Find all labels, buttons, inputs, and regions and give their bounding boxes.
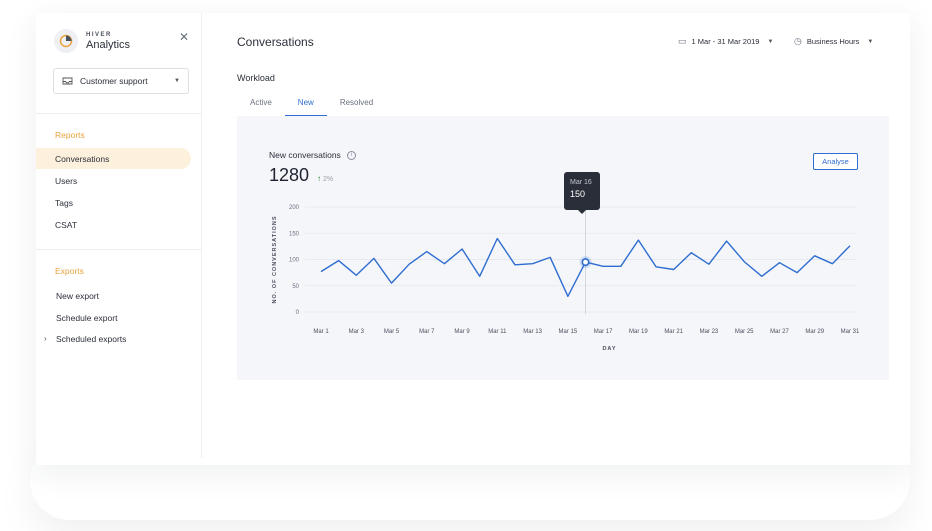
tab-active[interactable]: Active (250, 98, 272, 107)
divider (36, 113, 202, 114)
y-tick-label: 200 (289, 205, 300, 211)
sidebar-item-scheduled-exports[interactable]: › Scheduled exports (36, 328, 191, 349)
calendar-icon: ▭ (678, 36, 687, 46)
x-tick-label: Mar 7 (419, 329, 435, 335)
line-chart: 0 50 100 150 200 NO. OF CONVERSATIONS Mar 1 Mar… (272, 205, 860, 352)
y-tick-label: 150 (289, 231, 300, 237)
tooltip-value: 150 (570, 189, 586, 199)
chevron-down-icon: ▼ (867, 38, 874, 45)
panel-title: New conversations i (269, 150, 356, 160)
y-axis-label: NO. OF CONVERSATIONS (272, 215, 278, 303)
x-tick-label: Mar 29 (805, 329, 824, 335)
inbox-select[interactable]: Customer support ▼ (53, 68, 189, 94)
panel-title-label: New conversations (269, 150, 341, 160)
x-tick-label: Mar 25 (735, 329, 754, 335)
date-range-filter[interactable]: ▭ 1 Mar - 31 Mar 2019 ▼ (678, 36, 773, 47)
chevron-down-icon: ▼ (174, 78, 180, 84)
x-tick-label: Mar 5 (384, 329, 400, 335)
sidebar-item-users[interactable]: Users (55, 175, 78, 186)
pie-chart-logo-icon (54, 29, 78, 53)
y-tick-label: 100 (289, 258, 300, 264)
x-tick-label: Mar 21 (664, 329, 683, 335)
chevron-down-icon: ▼ (767, 38, 774, 45)
sidebar-item-new-export[interactable]: New export (56, 290, 99, 301)
highlight-point (581, 258, 590, 267)
hours-label: Business Hours (806, 37, 860, 46)
reports-section-title: Reports (55, 130, 85, 140)
workload-tabs: Active New Resolved (237, 95, 386, 117)
sidebar-item-conversations[interactable]: Conversations (36, 148, 191, 169)
arrow-up-icon: ↑ (317, 174, 321, 183)
x-tick-label: Mar 15 (559, 329, 578, 335)
brand-label: HIVER (86, 31, 112, 38)
sidebar-item-schedule-export[interactable]: Schedule export (56, 312, 118, 323)
analyse-button[interactable]: Analyse (813, 153, 858, 170)
x-tick-label: Mar 27 (770, 329, 789, 335)
brand-title: Analytics (86, 38, 131, 51)
sidebar-item-csat[interactable]: CSAT (55, 219, 78, 230)
y-tick-label: 50 (292, 284, 299, 290)
x-tick-label: Mar 11 (488, 329, 507, 335)
sidebar-item-tags[interactable]: Tags (55, 197, 73, 208)
x-tick-label: Mar 19 (629, 329, 648, 335)
delta-badge: ↑ 2% (317, 174, 333, 183)
hours-filter[interactable]: ◷ Business Hours ▼ (794, 36, 873, 47)
sidebar: HIVER Analytics ✕ Customer support ▼ Rep… (36, 13, 202, 458)
x-axis-label: DAY (602, 346, 616, 352)
x-tick-label: Mar 17 (594, 329, 613, 335)
chart-tooltip: Mar 16 150 (564, 172, 600, 214)
chevron-right-icon: › (44, 334, 47, 343)
close-icon[interactable]: ✕ (179, 30, 190, 44)
x-tick-label: Mar 23 (700, 329, 719, 335)
x-tick-label: Mar 31 (841, 329, 860, 335)
total-count: 1280 (269, 165, 310, 185)
tab-resolved[interactable]: Resolved (339, 98, 374, 107)
info-icon[interactable]: i (346, 150, 356, 160)
x-tick-label: Mar 9 (454, 329, 470, 335)
main-content: Conversations ▭ 1 Mar - 31 Mar 2019 ▼ ◷ … (202, 13, 910, 465)
x-tick-label: Mar 13 (523, 329, 542, 335)
workload-title: Workload (237, 73, 275, 83)
x-tick-label: Mar 1 (313, 329, 329, 335)
inbox-select-label: Customer support (80, 76, 148, 86)
brand: HIVER Analytics (54, 29, 130, 53)
tooltip-date: Mar 16 (570, 179, 592, 186)
clock-icon: ◷ (794, 36, 802, 46)
exports-section-title: Exports (55, 266, 84, 276)
sidebar-item-label: Scheduled exports (56, 333, 127, 344)
analytics-window: HIVER Analytics ✕ Customer support ▼ Rep… (36, 13, 910, 465)
delta-value: 2% (322, 176, 334, 183)
x-tick-label: Mar 3 (349, 329, 365, 335)
y-tick-label: 0 (296, 310, 300, 316)
divider (36, 249, 202, 250)
date-range-label: 1 Mar - 31 Mar 2019 (691, 37, 760, 46)
chart-panel: New conversations i 1280 ↑ 2% Analyse 0 5… (237, 116, 889, 380)
page-title: Conversations (237, 35, 314, 49)
inbox-icon (62, 77, 73, 85)
tab-new[interactable]: New (284, 95, 327, 117)
